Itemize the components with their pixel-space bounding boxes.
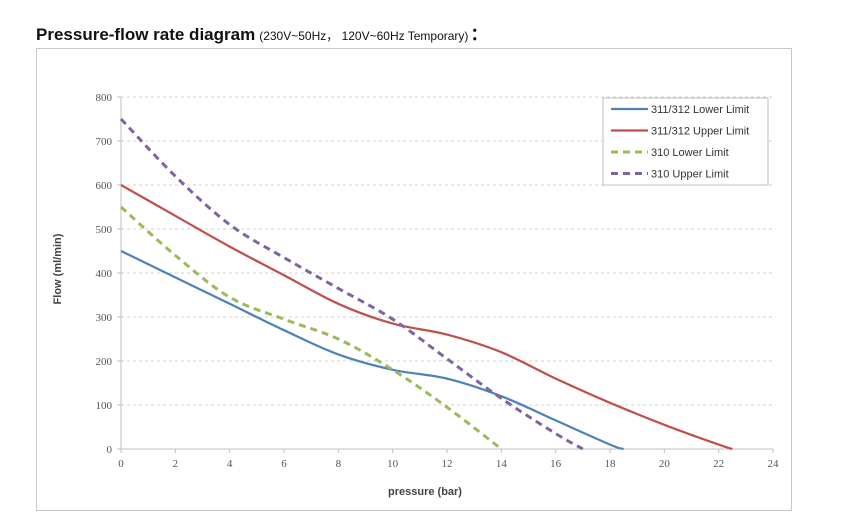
legend-label-3: 310 Lower Limit: [651, 147, 729, 159]
series-line-2: [120, 184, 733, 451]
series-line-1: [120, 249, 624, 451]
y-tick-label: 500: [96, 224, 113, 236]
legend-label-1: 311/312 Lower Limit: [651, 104, 749, 116]
x-tick-label: 2: [173, 458, 179, 470]
y-axis-label: Flow (ml/min): [52, 233, 64, 304]
x-tick-label: 18: [605, 458, 617, 470]
legend-label-2: 311/312 Upper Limit: [651, 126, 749, 138]
x-tick-label: 24: [768, 458, 780, 470]
x-tick-label: 6: [281, 458, 287, 470]
legend-label-4: 310 Upper Limit: [651, 169, 729, 181]
y-tick-label: 400: [96, 268, 113, 280]
chart-subtitle: (230V~50Hz， 120V~60Hz Temporary): [259, 29, 469, 43]
heading-colon: ：: [470, 25, 488, 44]
legend-box: [602, 97, 769, 186]
x-tick-label: 0: [118, 458, 124, 470]
y-tick-label: 600: [96, 180, 113, 192]
x-tick-label: 14: [496, 458, 508, 470]
x-tick-label: 8: [336, 458, 342, 470]
y-tick-label: 100: [96, 400, 113, 412]
y-tick-label: 300: [96, 312, 113, 324]
y-tick-label: 0: [107, 444, 113, 456]
chart-title: Pressure-flow rate diagram: [36, 25, 256, 44]
chart-heading: Pressure-flow rate diagram (230V~50Hz， 12…: [36, 20, 487, 45]
x-tick-label: 12: [442, 458, 453, 470]
x-tick-label: 4: [227, 458, 233, 470]
chart-frame: [36, 48, 792, 511]
x-tick-label: 20: [659, 458, 671, 470]
y-tick-label: 700: [96, 136, 113, 148]
x-tick-label: 16: [550, 458, 562, 470]
series-line-3: [120, 205, 503, 451]
x-axis-label: pressure (bar): [388, 486, 462, 498]
y-tick-label: 200: [96, 356, 113, 368]
x-tick-label: 22: [713, 458, 724, 470]
series-line-4: [119, 117, 584, 451]
x-tick-label: 10: [387, 458, 399, 470]
y-tick-label: 800: [96, 92, 113, 104]
